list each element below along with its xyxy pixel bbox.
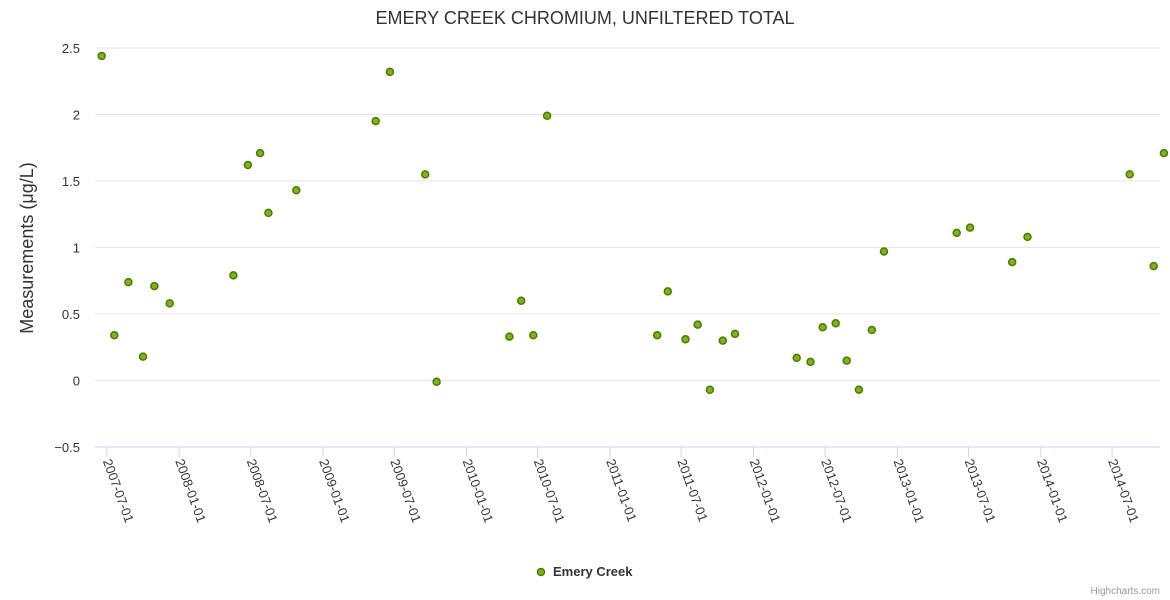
- chart-title: EMERY CREEK CHROMIUM, UNFILTERED TOTAL: [375, 8, 794, 28]
- data-point[interactable]: [867, 325, 877, 335]
- data-point[interactable]: [97, 51, 106, 61]
- y-tick-label: 2.5: [62, 41, 80, 56]
- data-point[interactable]: [165, 299, 174, 308]
- y-axis-label: Measurements (μg/L): [17, 162, 37, 333]
- data-point[interactable]: [818, 323, 827, 332]
- x-tick-label: 2013-01-01: [891, 457, 928, 525]
- data-point[interactable]: [505, 332, 514, 341]
- x-tick-label: 2014-01-01: [1034, 457, 1071, 525]
- data-point[interactable]: [1125, 170, 1134, 179]
- data-point[interactable]: [432, 377, 441, 387]
- data-point[interactable]: [385, 67, 395, 77]
- data-points: [97, 51, 1169, 395]
- data-point[interactable]: [229, 271, 238, 280]
- data-point[interactable]: [879, 247, 889, 256]
- data-point[interactable]: [529, 331, 538, 340]
- x-tick-label: 2011-01-01: [603, 457, 640, 524]
- x-tick-label: 2010-07-01: [531, 457, 568, 525]
- y-tick-label: 0: [73, 374, 80, 389]
- data-point[interactable]: [264, 208, 273, 218]
- data-point[interactable]: [831, 319, 840, 328]
- data-point[interactable]: [371, 116, 380, 126]
- data-point[interactable]: [1007, 257, 1017, 267]
- data-point[interactable]: [652, 331, 662, 340]
- data-point[interactable]: [842, 356, 851, 365]
- data-point[interactable]: [420, 170, 430, 179]
- data-point[interactable]: [243, 160, 253, 170]
- x-axis-ticks: 2007-07-01 2008-01-01 2008-07-01 2009-01-01…: [100, 447, 1142, 525]
- y-tick-label: 1: [73, 241, 80, 256]
- x-tick-label: 2011-07-01: [674, 457, 711, 524]
- data-point[interactable]: [292, 186, 301, 195]
- data-point[interactable]: [542, 111, 552, 121]
- x-tick-label: 2008-01-01: [172, 457, 209, 525]
- x-tick-label: 2007-07-01: [100, 457, 137, 525]
- legend[interactable]: Emery Creek: [536, 564, 634, 579]
- grid-lines: [95, 47, 1160, 381]
- data-point[interactable]: [138, 352, 148, 361]
- data-point[interactable]: [854, 385, 864, 395]
- data-point[interactable]: [806, 357, 815, 367]
- y-tick-label: 2: [73, 108, 80, 123]
- data-point[interactable]: [1149, 261, 1158, 271]
- y-tick-label: −0.5: [54, 440, 80, 455]
- y-tick-label: 1.5: [62, 174, 80, 189]
- x-tick-label: 2008-07-01: [244, 457, 281, 525]
- y-axis-ticks: −0.5 0 0.5 1 1.5 2 2.5: [54, 41, 80, 455]
- data-point[interactable]: [255, 148, 265, 158]
- data-point[interactable]: [965, 223, 975, 232]
- data-point[interactable]: [718, 336, 728, 345]
- data-point[interactable]: [730, 329, 740, 339]
- x-tick-label: 2012-01-01: [747, 457, 784, 525]
- data-point[interactable]: [1159, 148, 1169, 158]
- legend-marker: [536, 567, 546, 577]
- legend-item-emery-creek[interactable]: Emery Creek: [553, 564, 633, 579]
- data-point[interactable]: [1023, 232, 1032, 242]
- data-point[interactable]: [110, 331, 119, 340]
- x-tick-label: 2010-01-01: [460, 457, 497, 525]
- data-point[interactable]: [516, 296, 526, 305]
- y-tick-label: 0.5: [62, 307, 80, 322]
- x-tick-label: 2014-07-01: [1105, 457, 1142, 525]
- data-point[interactable]: [681, 335, 690, 344]
- credits-link[interactable]: Highcharts.com: [1091, 586, 1160, 597]
- x-tick-label: 2009-01-01: [316, 457, 353, 525]
- x-tick-label: 2013-07-01: [962, 457, 999, 525]
- data-point[interactable]: [705, 385, 715, 395]
- x-tick-label: 2012-07-01: [818, 457, 855, 525]
- x-tick-label: 2009-07-01: [387, 457, 424, 525]
- data-point[interactable]: [693, 320, 702, 329]
- data-point[interactable]: [663, 287, 673, 296]
- data-point[interactable]: [124, 277, 133, 287]
- data-point[interactable]: [150, 281, 159, 291]
- data-point[interactable]: [952, 228, 961, 238]
- data-point[interactable]: [792, 353, 801, 363]
